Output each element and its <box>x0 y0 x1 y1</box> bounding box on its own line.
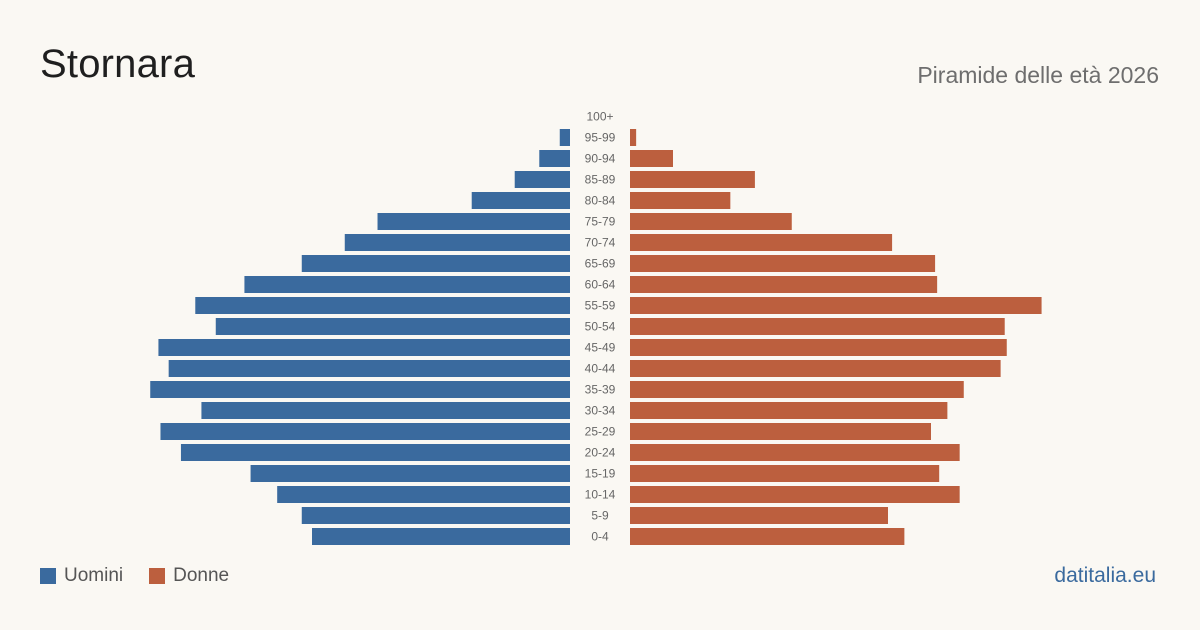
bar-women-50-54 <box>630 318 1005 335</box>
age-label-70-74: 70-74 <box>585 236 616 250</box>
bar-men-55-59 <box>195 297 571 314</box>
bar-men-30-34 <box>201 402 570 419</box>
bar-women-80-84 <box>630 192 731 209</box>
bar-women-55-59 <box>630 297 1042 314</box>
legend-swatch-women <box>149 568 166 584</box>
bar-women-75-79 <box>630 213 792 230</box>
bar-women-60-64 <box>630 276 938 293</box>
bar-women-30-34 <box>630 402 948 419</box>
bar-men-50-54 <box>215 318 570 335</box>
brand-link[interactable]: datitalia.eu <box>1054 564 1156 587</box>
chart-legend: Uomini Donne <box>40 565 255 587</box>
age-label-95-99: 95-99 <box>585 131 616 145</box>
age-label-20-24: 20-24 <box>585 446 616 460</box>
legend-label-women: Donne <box>173 565 230 586</box>
age-label-45-49: 45-49 <box>585 341 616 355</box>
bar-men-20-24 <box>180 444 570 461</box>
bar-men-65-69 <box>301 255 570 272</box>
bar-women-95-99 <box>630 129 637 146</box>
bar-men-25-29 <box>160 423 570 440</box>
page-title: Stornara <box>40 42 196 86</box>
bar-men-15-19 <box>250 465 571 482</box>
bar-women-10-14 <box>630 486 960 503</box>
bar-men-5-9 <box>301 507 570 524</box>
bar-women-0-4 <box>630 528 905 545</box>
bar-men-40-44 <box>168 360 570 377</box>
age-label-60-64: 60-64 <box>585 278 616 292</box>
bar-men-80-84 <box>471 192 570 209</box>
bar-women-90-94 <box>630 150 673 167</box>
age-label-5-9: 5-9 <box>591 509 609 523</box>
age-label-65-69: 65-69 <box>585 257 616 271</box>
bar-men-90-94 <box>539 150 570 167</box>
bar-women-65-69 <box>630 255 936 272</box>
bar-women-20-24 <box>630 444 960 461</box>
age-label-50-54: 50-54 <box>585 320 616 334</box>
bar-women-5-9 <box>630 507 888 524</box>
legend-item-men: Uomini <box>40 565 123 587</box>
age-label-10-14: 10-14 <box>585 488 616 502</box>
age-label-55-59: 55-59 <box>585 299 616 313</box>
age-label-90-94: 90-94 <box>585 152 616 166</box>
bar-women-25-29 <box>630 423 931 440</box>
age-label-0-4: 0-4 <box>591 530 609 544</box>
bar-women-70-74 <box>630 234 893 251</box>
age-label-30-34: 30-34 <box>585 404 616 418</box>
legend-item-women: Donne <box>149 565 229 587</box>
age-label-100+: 100+ <box>586 110 613 124</box>
bar-women-35-39 <box>630 381 964 398</box>
age-label-15-19: 15-19 <box>585 467 616 481</box>
bar-men-75-79 <box>377 213 570 230</box>
age-label-40-44: 40-44 <box>585 362 616 376</box>
bar-men-85-89 <box>514 171 570 188</box>
bar-men-35-39 <box>150 381 570 398</box>
chart-subtitle: Piramide delle età 2026 <box>917 62 1159 88</box>
bar-men-60-64 <box>244 276 570 293</box>
age-label-25-29: 25-29 <box>585 425 616 439</box>
age-label-35-39: 35-39 <box>585 383 616 397</box>
bar-men-10-14 <box>277 486 570 503</box>
legend-label-men: Uomini <box>64 565 124 586</box>
bar-men-45-49 <box>158 339 570 356</box>
bar-women-45-49 <box>630 339 1007 356</box>
bar-men-70-74 <box>344 234 570 251</box>
bar-men-0-4 <box>312 528 570 545</box>
bar-women-15-19 <box>630 465 940 482</box>
bar-women-85-89 <box>630 171 755 188</box>
age-label-85-89: 85-89 <box>585 173 616 187</box>
bar-women-40-44 <box>630 360 1001 377</box>
age-label-80-84: 80-84 <box>585 194 616 208</box>
legend-swatch-men <box>40 568 56 584</box>
bar-men-95-99 <box>559 129 570 146</box>
age-label-75-79: 75-79 <box>585 215 616 229</box>
